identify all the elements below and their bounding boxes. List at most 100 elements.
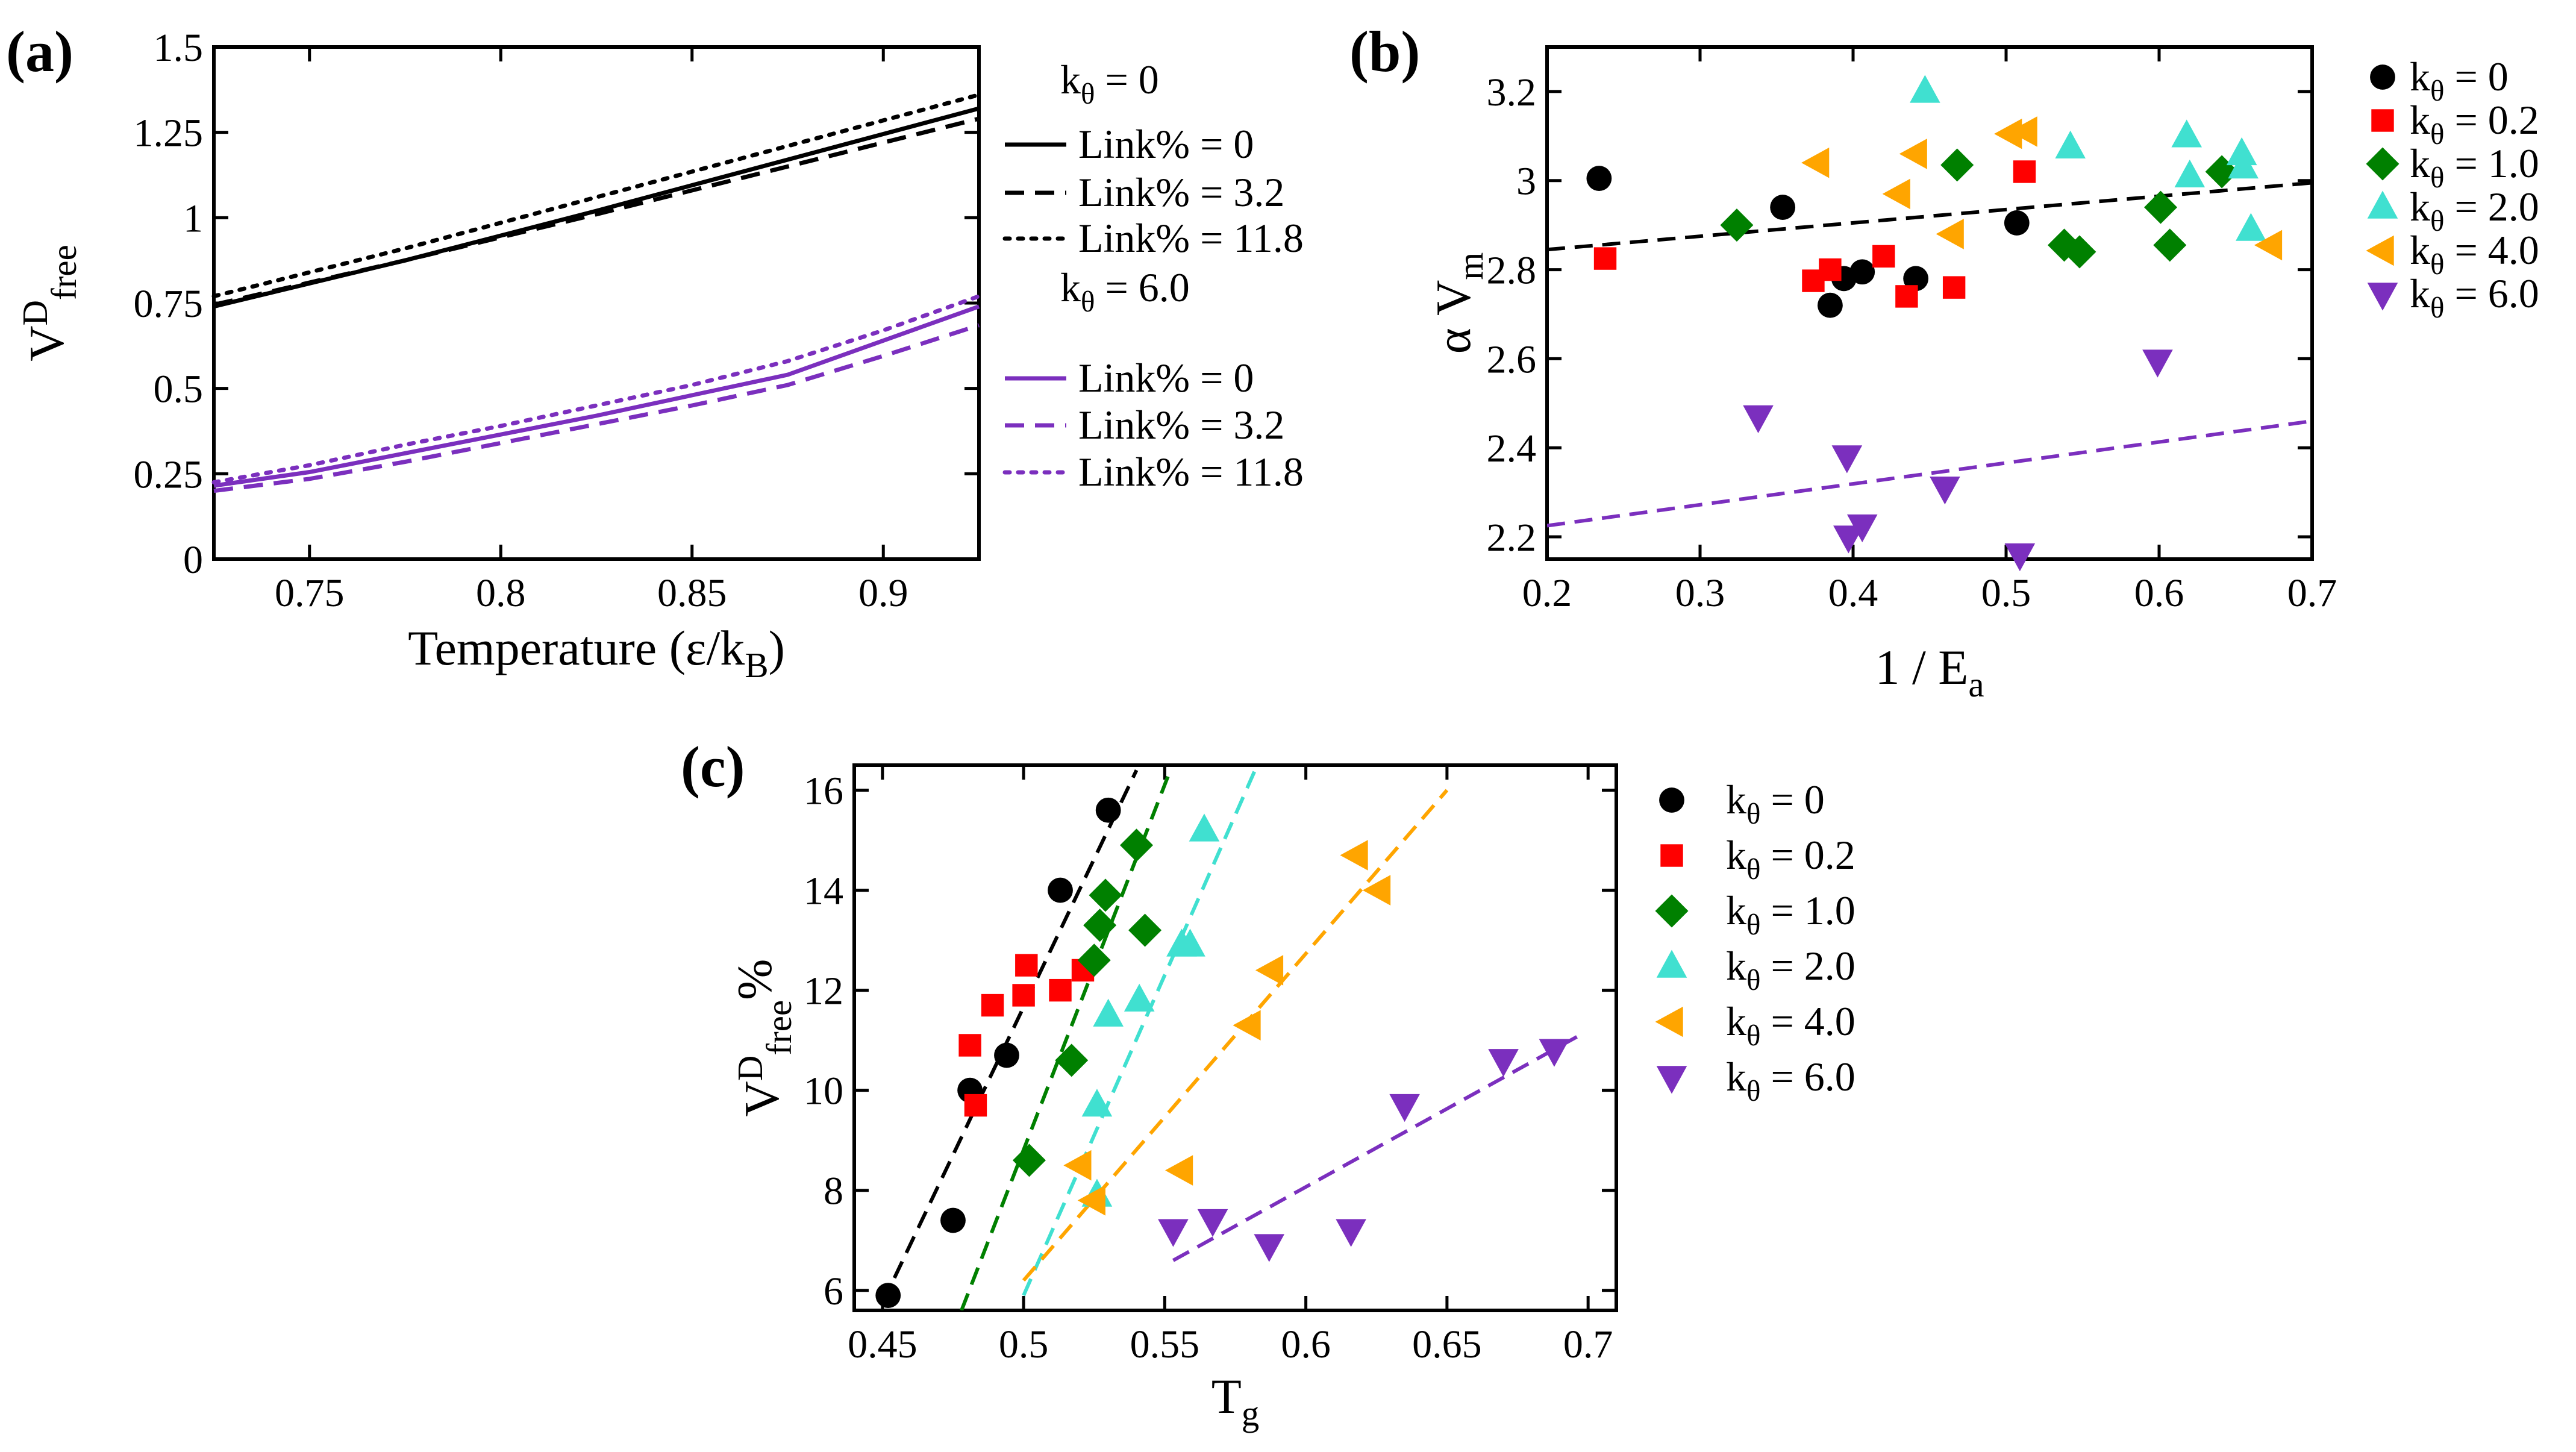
legend-entry-label-part: = 0.2 (1760, 832, 1855, 878)
x-tick-label-part: 0.4 (1828, 571, 1878, 615)
y-tick-label: 8 (824, 1169, 843, 1213)
y-axis-label-part: m (1451, 252, 1490, 280)
y-axis-label-part: D (730, 1056, 770, 1081)
panel-label: (b) (1349, 19, 1420, 84)
legend-entry-label-part: k (2410, 140, 2430, 186)
data-point-series-4 (2254, 230, 2283, 261)
legend-entry-label-part: = 1.0 (2444, 140, 2539, 186)
y-tick-label: 1.5 (154, 26, 204, 70)
x-axis-label-part: ) (769, 621, 785, 675)
legend-entry-label: kθ = 1.0 (2410, 140, 2539, 194)
x-axis-label: 1 / Ea (1875, 640, 1984, 704)
legend-entry-label: kθ = 2.0 (1726, 943, 1855, 997)
data-point-series-3 (2174, 159, 2206, 188)
legend-entry-label-part: k (2410, 97, 2430, 143)
plot-frame (212, 45, 981, 561)
x-tick-label-part: 0.55 (1130, 1322, 1200, 1366)
legend-entry-label-part: k (2410, 54, 2430, 99)
legend-entry-label-part: θ (1746, 853, 1760, 886)
data-point-series-3 (2228, 151, 2259, 179)
legend-entry-label-part: = 2.0 (2444, 184, 2539, 230)
data-point-series-0 (1586, 166, 1612, 191)
legend-marker (2371, 109, 2394, 132)
legend-marker (2367, 190, 2398, 219)
fit-line-2 (1022, 769, 1257, 1297)
data-point-series-0 (1095, 797, 1121, 823)
data-point-series-2 (2144, 190, 2178, 224)
data-point-series-3 (1189, 813, 1220, 842)
legend-entry-label-part: k (1726, 777, 1746, 822)
x-axis-label: Tg (1211, 1369, 1260, 1433)
x-tick-label-part: 0.65 (1412, 1322, 1482, 1366)
legend-entry-label-part: = 0.2 (2444, 97, 2539, 143)
y-tick-label: 0.5 (154, 368, 204, 412)
x-tick-label: 0.45 (848, 1322, 918, 1366)
data-point-series-3 (1093, 998, 1124, 1027)
data-point-series-3 (1175, 928, 1205, 957)
y-axis-label: α Vm (1426, 252, 1490, 354)
y-tick-label-part: 0.5 (154, 368, 204, 412)
legend-group-header-part: k (1060, 57, 1081, 102)
legend-entry-label-part: = 0 (1760, 777, 1824, 822)
y-tick-label: 12 (804, 969, 843, 1013)
legend-entry-label-part: k (1726, 887, 1746, 933)
legend-entry-label: kθ = 2.0 (2410, 184, 2539, 237)
x-tick-label-part: 0.75 (275, 571, 345, 615)
x-tick-label: 0.7 (2287, 571, 2337, 615)
data-point-series-1 (1895, 285, 1918, 308)
y-tick-label-part: 14 (804, 869, 843, 913)
x-tick-label-part: 0.45 (848, 1322, 918, 1366)
legend-marker (1656, 1066, 1687, 1094)
legend-entry-label: kθ = 6.0 (1726, 1054, 1855, 1107)
legend-entry-label-part: = 4.0 (1760, 998, 1855, 1044)
fit-line-3 (1022, 789, 1449, 1282)
data-point-series-3 (2226, 137, 2257, 166)
legend-entry-label-part: θ (1746, 908, 1760, 941)
data-point-series-1 (1015, 954, 1038, 977)
legend-entry-label-part: = 6.0 (2444, 271, 2539, 316)
y-axis-label-group: VDfree (15, 245, 83, 361)
legend-marker (2366, 147, 2399, 181)
legend-entry-label: Link% = 0 (1078, 121, 1254, 167)
data-point-series-1 (958, 1034, 981, 1057)
legend-group-header-part: θ (1081, 285, 1095, 318)
y-tick-label: 3 (1516, 160, 1536, 204)
y-tick-label: 3.2 (1487, 70, 1537, 114)
series-line-4 (213, 323, 980, 493)
fit-line-4 (1172, 1033, 1581, 1262)
x-tick-label: 0.6 (1281, 1322, 1331, 1366)
legend-entry-label-part: Link% = 0 (1078, 121, 1254, 167)
y-tick-label-part: 8 (824, 1169, 843, 1213)
legend-group-header-part: = 6.0 (1095, 264, 1189, 310)
x-tick-label: 0.9 (858, 571, 908, 615)
legend-entry-label-part: = 4.0 (2444, 227, 2539, 273)
data-point-series-1 (981, 994, 1004, 1017)
data-point-series-4 (1936, 219, 1964, 249)
panel-label: (c) (681, 734, 745, 799)
data-point-series-4 (1063, 1150, 1092, 1181)
data-point-series-4 (1077, 1185, 1105, 1216)
y-axis-label-group: α Vm (1426, 252, 1490, 354)
y-axis-label-group: VDfree% (727, 959, 799, 1117)
data-point-series-1 (964, 1094, 987, 1117)
legend-entry-label-part: θ (1746, 1019, 1760, 1052)
x-tick-label: 0.65 (1412, 1322, 1482, 1366)
legend-entry-label: Link% = 11.8 (1078, 215, 1304, 261)
legend-entry-label-part: = 1.0 (1760, 887, 1855, 933)
legend-marker (1660, 844, 1683, 867)
legend-entry-label-part: k (1726, 832, 1746, 878)
data-point-series-3 (1081, 1089, 1113, 1117)
legend-entry-label-part: Link% = 0 (1078, 355, 1254, 401)
y-tick-label: 2.8 (1487, 249, 1537, 293)
legend-entry-label: kθ = 0.2 (2410, 97, 2539, 151)
legend-entry-label-part: k (2410, 271, 2430, 316)
legend-entry-label: kθ = 4.0 (2410, 227, 2539, 281)
data-point-series-5 (1336, 1219, 1366, 1247)
legend-entry-label-part: k (2410, 227, 2430, 273)
x-tick-label-part: 0.2 (1522, 571, 1572, 615)
data-point-series-0 (994, 1042, 1019, 1068)
legend-group-header-part: θ (1081, 77, 1095, 110)
series-line-5 (211, 294, 981, 484)
legend-marker (2367, 283, 2398, 311)
